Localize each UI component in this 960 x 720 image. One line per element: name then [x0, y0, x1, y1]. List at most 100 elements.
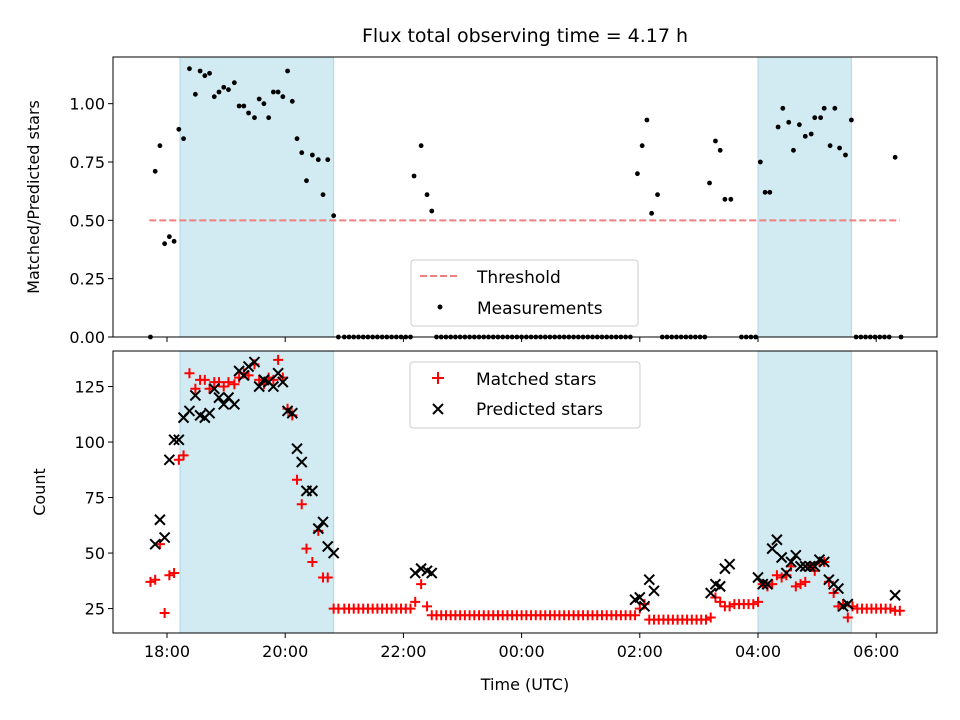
predicted-star-point-7 — [183, 405, 196, 417]
measurement-point-27 — [280, 94, 286, 100]
bottom-y-tick-label-0: 25 — [85, 600, 105, 619]
predicted-star-point-44 — [643, 574, 655, 586]
matched-star-point-115 — [700, 614, 711, 625]
top-legend: Threshold Measurements — [410, 259, 639, 327]
measurement-point-62 — [812, 115, 818, 121]
bottom-y-tick-label-1: 50 — [85, 544, 105, 563]
measurement-point-60 — [802, 133, 808, 139]
matched-star-point-55 — [416, 579, 427, 590]
measurement-point-41 — [429, 208, 435, 214]
top-y-tick-label-1: 0.25 — [69, 270, 105, 289]
predicted-star-point-21 — [253, 380, 265, 393]
measurements-legend-label: Measurements — [477, 299, 603, 319]
bottom-x-tick-label-6: 06:00 — [853, 642, 899, 661]
measurement-point-48 — [713, 138, 718, 144]
measurement-point-55 — [775, 124, 781, 130]
predicted-star-point-19 — [242, 360, 255, 373]
matched-star-point-33 — [307, 556, 318, 567]
measurement-point-30 — [294, 136, 300, 142]
measurement-point-25 — [270, 89, 276, 95]
predicted-star-point-36 — [327, 547, 340, 559]
measurement-point-44 — [644, 117, 650, 123]
measurement-point-70 — [892, 154, 898, 160]
predicted-star-point-61 — [799, 560, 811, 573]
matched-star-point-125 — [748, 599, 759, 610]
top-axes-frame — [112, 56, 938, 338]
measurement-point-1 — [152, 168, 158, 174]
measurement-point-29 — [289, 98, 295, 104]
matched-star-point-15 — [218, 381, 229, 392]
measurement-point-45 — [649, 210, 655, 216]
matched-star-point-4 — [164, 570, 175, 581]
predicted-star-point-48 — [714, 580, 726, 593]
measurement-point-68 — [843, 152, 848, 158]
measurement-point-23 — [261, 101, 267, 107]
measurement-point-42 — [635, 171, 640, 177]
matched-star-point-6 — [173, 454, 184, 465]
measurement-point-46 — [655, 192, 660, 198]
matched-star-point-3 — [159, 608, 170, 619]
measurement-point-26 — [275, 89, 281, 95]
measurement-point-50 — [722, 196, 728, 202]
matched-star-point-145 — [842, 612, 853, 623]
measurement-point-18 — [236, 103, 242, 109]
measurement-point-17 — [231, 80, 237, 86]
predicted-star-point-50 — [723, 558, 736, 570]
measurement-point-38 — [411, 173, 417, 179]
predicted-star-point-2 — [158, 531, 171, 544]
measurements-legend-symbol — [437, 304, 443, 310]
matched-star-point-31 — [296, 499, 307, 510]
bottom-y-tick-label-2: 75 — [85, 489, 105, 508]
predicted-star-point-40 — [426, 567, 438, 579]
measurement-point-33 — [309, 152, 315, 158]
matched-star-point-26 — [273, 354, 284, 365]
measurement-point-19 — [241, 103, 247, 109]
matched-star-point-130 — [771, 570, 782, 581]
threshold-legend-label: Threshold — [476, 268, 561, 288]
measurement-point-35 — [320, 192, 326, 198]
bottom-y-axis-label: Count — [30, 468, 49, 516]
measurement-point-65 — [827, 143, 833, 149]
measurement-point-69 — [848, 117, 854, 123]
measurement-point-40 — [424, 192, 430, 198]
bottom-series — [145, 354, 905, 625]
matched-star-point-118 — [715, 596, 726, 607]
top-y-tick-label-2: 0.50 — [69, 211, 105, 230]
matched-legend-symbol — [432, 372, 444, 384]
predicted-star-point-43 — [638, 600, 651, 613]
measurement-point-47 — [707, 180, 712, 186]
predicted-star-point-46 — [705, 587, 717, 599]
matched-star-point-156 — [894, 605, 905, 616]
matched-star-point-134 — [790, 581, 801, 592]
measurement-point-57 — [786, 119, 792, 125]
predicted-star-point-37 — [409, 567, 421, 579]
bottom-axes: 25 50 75 100 125 18:00 20:00 22:00 00:00 02:00 04:… — [74, 378, 899, 661]
predicted-star-point-20 — [248, 356, 261, 368]
predicted-star-point-0 — [149, 538, 161, 550]
predicted-star-point-57 — [780, 567, 793, 579]
bottom-x-tick-label-4: 02:00 — [617, 642, 663, 661]
predicted-star-point-70 — [842, 598, 854, 610]
measurement-point-24 — [266, 115, 272, 121]
measurement-point-37 — [331, 213, 337, 219]
chart-title: Flux total observing time = 4.17 h — [362, 25, 688, 47]
matched-star-point-8 — [184, 368, 195, 379]
measurement-point-53 — [762, 189, 768, 195]
predicted-star-point-65 — [818, 556, 830, 568]
predicted-star-point-68 — [832, 582, 845, 595]
predicted-star-point-42 — [634, 591, 646, 604]
predicted-star-point-71 — [889, 589, 901, 601]
measurement-point-51 — [728, 196, 734, 202]
predicted-star-point-52 — [757, 578, 769, 590]
predicted-star-point-8 — [189, 389, 202, 402]
predicted-star-point-4 — [168, 434, 180, 446]
predicted-star-point-3 — [163, 454, 176, 466]
measurement-point-43 — [639, 143, 645, 149]
bottom-legend-box — [409, 361, 641, 429]
predicted-star-point-16 — [228, 398, 241, 410]
measurement-point-11 — [202, 73, 208, 79]
measurement-point-36 — [325, 157, 331, 163]
bottom-y-tick-label-3: 100 — [74, 433, 105, 452]
predicted-star-point-33 — [312, 522, 325, 535]
